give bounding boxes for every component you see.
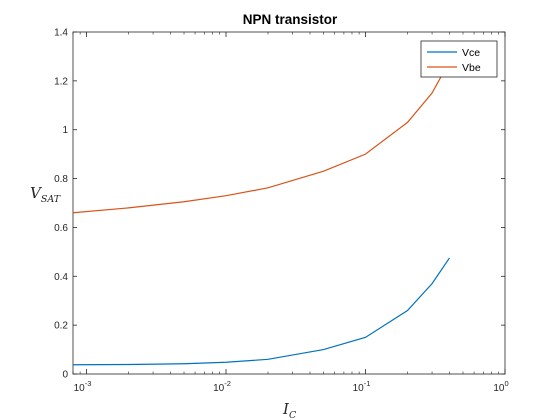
y-tick-label: 1 (62, 125, 68, 136)
y-tick-label: 0.2 (54, 321, 68, 332)
x-tick-label-exponent: -1 (364, 379, 371, 388)
y-tick-label: 1.4 (54, 28, 68, 39)
x-tick-label-base: 10 (353, 383, 365, 394)
x-tick-label: 10-3 (74, 379, 92, 394)
legend: Vce Vbe (420, 40, 498, 78)
legend-box (420, 40, 498, 78)
y-tick-label: 0.6 (54, 223, 68, 234)
x-axis-label: IC (282, 400, 297, 420)
plot-box (72, 31, 506, 375)
plot-area (72, 31, 506, 375)
x-tick-label-base: 10 (493, 383, 505, 394)
series-line-vbe (72, 61, 451, 214)
x-tick-label-exponent: 0 (504, 379, 508, 388)
x-tick-label-base: 10 (74, 383, 86, 394)
y-tick-label: 0.4 (54, 272, 68, 283)
y-tick-label: 1.2 (54, 76, 68, 87)
x-axis-ticks: 10-3 10-2 10-1 100 (72, 32, 509, 394)
x-tick-label: 100 (493, 379, 508, 394)
x-tick-label-exponent: -3 (85, 379, 92, 388)
y-axis-ticks: 0 0.2 0.4 0.6 0.8 1 1.2 1.4 (54, 28, 505, 381)
series-line-vce (72, 257, 450, 366)
series-lines (72, 61, 451, 366)
y-axis-label: VSAT (30, 184, 61, 205)
chart-title: NPN transistor (243, 12, 338, 27)
x-tick-label: 10-2 (213, 379, 231, 394)
y-tick-label: 0 (62, 370, 68, 381)
y-tick-label: 0.8 (54, 174, 68, 185)
x-tick-label-base: 10 (213, 383, 225, 394)
legend-label-vbe: Vbe (462, 62, 481, 74)
x-tick-label-exponent: -2 (224, 379, 231, 388)
legend-label-vce: Vce (462, 47, 480, 59)
x-tick-label: 10-1 (353, 379, 371, 394)
